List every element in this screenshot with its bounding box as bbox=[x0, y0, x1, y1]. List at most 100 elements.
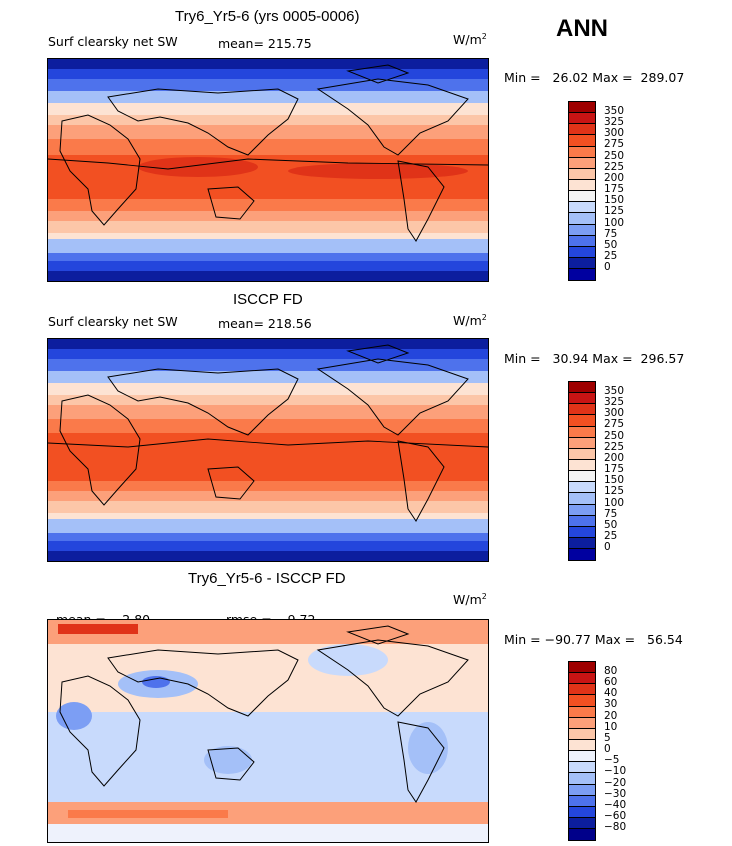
panel1-colorbar-seg bbox=[569, 168, 595, 180]
panel1-colorbar-seg bbox=[569, 157, 595, 169]
panel2-tick: 100 bbox=[604, 496, 625, 509]
panel3-colorbar-seg bbox=[569, 751, 595, 763]
panel1-map bbox=[47, 58, 489, 282]
panel2-colorbar-seg bbox=[569, 382, 595, 394]
panel2-minmax: Min = 30.94 Max = 296.57 bbox=[504, 351, 685, 366]
panel2-colorbar-seg bbox=[569, 549, 595, 561]
panel2-units-base: W/m bbox=[453, 313, 482, 329]
panel1-title: Try6_Yr5-6 (yrs 0005-0006) bbox=[175, 8, 360, 25]
panel2-tick: 350 bbox=[604, 385, 625, 397]
panel1-colorbar-seg bbox=[569, 124, 595, 136]
panel2-mean-label: mean= bbox=[218, 316, 264, 331]
panel1-units-exp: 2 bbox=[481, 32, 487, 41]
panel2-tick: 125 bbox=[604, 485, 625, 498]
panel1-colorbar-seg bbox=[569, 135, 595, 147]
panel3-title: Try6_Yr5-6 - ISCCP FD bbox=[188, 570, 346, 587]
panel1-colorbar-ticks: 350 325 300 275 250 225 200 175 150 125 … bbox=[604, 105, 625, 274]
panel2-tick: 25 bbox=[604, 530, 618, 543]
panel2-colorbar-seg bbox=[569, 504, 595, 516]
panel3-colorbar-seg bbox=[569, 795, 595, 807]
panel2-colorbar-seg bbox=[569, 437, 595, 449]
panel3-tick: 30 bbox=[604, 698, 618, 711]
panel2-tick: 325 bbox=[604, 396, 625, 409]
panel3-colorbar-seg bbox=[569, 695, 595, 707]
panel2-tick: 50 bbox=[604, 518, 618, 531]
panel3-tick: −30 bbox=[604, 787, 627, 800]
panel1-tick: 150 bbox=[604, 194, 625, 207]
panel3-tick: 20 bbox=[604, 709, 618, 722]
panel3-colorbar-seg bbox=[569, 784, 595, 796]
season-label: ANN bbox=[556, 15, 608, 42]
panel1-tick: 50 bbox=[604, 238, 618, 251]
panel2-title: ISCCP FD bbox=[233, 291, 303, 308]
panel1-minmax: Min = 26.02 Max = 289.07 bbox=[504, 70, 685, 85]
panel3-colorbar-seg bbox=[569, 662, 595, 674]
panel1-colorbar-seg bbox=[569, 202, 595, 214]
panel1-colorbar bbox=[568, 101, 596, 282]
panel2-map-svg bbox=[48, 339, 488, 561]
panel2-tick: 250 bbox=[604, 429, 625, 442]
panel1-tick: 250 bbox=[604, 149, 625, 162]
panel2-colorbar-seg bbox=[569, 448, 595, 460]
panel2-colorbar-seg bbox=[569, 537, 595, 550]
panel2-colorbar-seg bbox=[569, 471, 595, 483]
panel3-tick: −60 bbox=[604, 810, 627, 823]
panel3-colorbar-seg bbox=[569, 728, 595, 740]
panel1-colorbar-seg bbox=[569, 191, 595, 203]
panel1-tick: 75 bbox=[604, 227, 618, 240]
panel2-mean-value: 218.56 bbox=[267, 316, 312, 331]
panel1-mean-value: 215.75 bbox=[267, 36, 312, 51]
panel2-mean: mean= 218.56 bbox=[218, 316, 312, 331]
panel3-tick: 0 bbox=[604, 743, 611, 756]
panel3-colorbar-seg bbox=[569, 829, 595, 841]
panel3-colorbar-seg bbox=[569, 817, 595, 830]
panel3-units-exp: 2 bbox=[481, 592, 487, 601]
panel3-units-base: W/m bbox=[453, 592, 482, 608]
panel1-colorbar-seg bbox=[569, 269, 595, 281]
panel2-colorbar-seg bbox=[569, 515, 595, 527]
panel1-colorbar-seg bbox=[569, 102, 595, 114]
panel3-map-svg bbox=[48, 620, 488, 842]
panel1-tick: 175 bbox=[604, 183, 625, 196]
panel1-tick: 125 bbox=[604, 205, 625, 218]
panel3-tick: −80 bbox=[604, 821, 627, 834]
panel2-colorbar-seg bbox=[569, 493, 595, 505]
panel1-tick: 25 bbox=[604, 250, 618, 263]
panel1-mean-label: mean= bbox=[218, 36, 264, 51]
panel3-colorbar-seg bbox=[569, 684, 595, 696]
panel3-colorbar-seg bbox=[569, 717, 595, 729]
panel1-tick: 225 bbox=[604, 160, 625, 173]
panel1-tick: 300 bbox=[604, 127, 625, 140]
panel3-tick: −40 bbox=[604, 798, 627, 811]
panel2-units-exp: 2 bbox=[481, 313, 487, 322]
panel1-map-svg bbox=[48, 59, 488, 281]
panel2-tick: 0 bbox=[604, 541, 611, 554]
panel2-colorbar-seg bbox=[569, 426, 595, 438]
panel1-variable-label: Surf clearsky net SW bbox=[48, 34, 178, 49]
panel2-colorbar-seg bbox=[569, 393, 595, 405]
panel1-colorbar-seg bbox=[569, 257, 595, 270]
panel3-tick: 10 bbox=[604, 720, 618, 733]
panel1-tick: 0 bbox=[604, 261, 611, 274]
panel2-units: W/m2 bbox=[453, 313, 487, 328]
panel1-colorbar-seg bbox=[569, 113, 595, 125]
panel1-tick: 100 bbox=[604, 216, 625, 229]
panel3-tick: −10 bbox=[604, 765, 627, 778]
panel2-colorbar-seg bbox=[569, 415, 595, 427]
panel3-tick: 60 bbox=[604, 676, 618, 689]
panel3-map bbox=[47, 619, 489, 843]
panel2-tick: 75 bbox=[604, 507, 618, 520]
panel3-tick: −5 bbox=[604, 754, 620, 767]
panel3-tick: 80 bbox=[604, 665, 618, 677]
panel3-colorbar-seg bbox=[569, 673, 595, 685]
panel2-map bbox=[47, 338, 489, 562]
panel2-tick: 300 bbox=[604, 407, 625, 420]
panel3-units: W/m2 bbox=[453, 592, 487, 607]
panel3-colorbar-seg bbox=[569, 773, 595, 785]
panel2-tick: 175 bbox=[604, 463, 625, 476]
panel1-colorbar-seg bbox=[569, 179, 595, 192]
panel3-colorbar-seg bbox=[569, 739, 595, 752]
panel1-colorbar-seg bbox=[569, 213, 595, 225]
panel1-colorbar-seg bbox=[569, 224, 595, 236]
panel3-tick: 40 bbox=[604, 687, 618, 700]
